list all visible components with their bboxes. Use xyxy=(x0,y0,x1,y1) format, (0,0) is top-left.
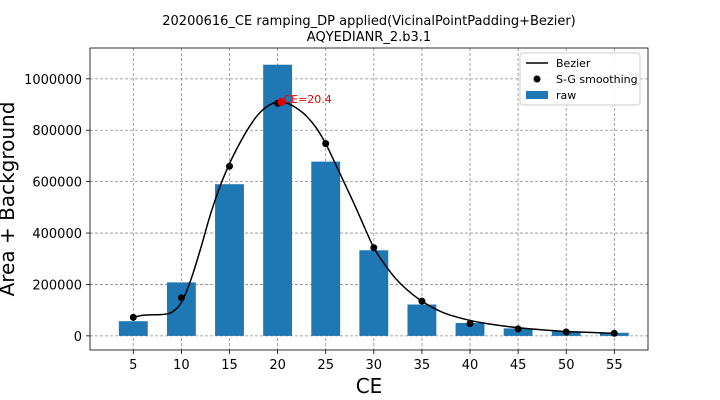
x-tick-label: 5 xyxy=(129,358,137,373)
x-tick-label: 55 xyxy=(606,358,623,373)
smoothing-point xyxy=(129,313,137,321)
smoothing-point xyxy=(418,297,426,305)
legend-point-swatch xyxy=(533,75,541,83)
x-tick-label: 15 xyxy=(221,358,238,373)
legend-entry-line: Bezier xyxy=(526,57,591,70)
legend-bar-swatch xyxy=(526,91,548,99)
bar xyxy=(118,321,148,336)
bar xyxy=(263,64,293,336)
smoothing-point xyxy=(610,329,618,337)
bezier-line xyxy=(133,101,615,335)
x-tick-label: 10 xyxy=(173,358,190,373)
bar xyxy=(215,184,244,336)
peak-annotation: CE=20.4 xyxy=(277,93,332,106)
x-tick-label: 45 xyxy=(510,358,527,373)
bar xyxy=(166,282,196,336)
y-tick-label: 200000 xyxy=(32,278,82,293)
y-tick-label: 800000 xyxy=(32,124,82,139)
legend-label: S-G smoothing xyxy=(556,73,638,86)
chart-title-line-2: AQYEDIANR_2.b3.1 xyxy=(307,30,431,45)
x-axis-label: CE xyxy=(356,374,383,398)
legend-label: Bezier xyxy=(556,57,591,70)
bar xyxy=(407,304,437,336)
x-tick-label: 25 xyxy=(317,358,334,373)
smoothing-point xyxy=(514,325,522,333)
bar xyxy=(311,161,341,336)
smoothing-point xyxy=(562,328,570,336)
peak-label: CE=20.4 xyxy=(283,93,331,106)
legend-entry-scatter: S-G smoothing xyxy=(533,73,638,86)
smoothing-point xyxy=(370,244,378,252)
y-axis-label: Area + Background xyxy=(0,102,19,297)
peak-marker xyxy=(277,97,286,106)
x-axis: 5 10 15 20 25 30 35 40 45 50 55 xyxy=(129,350,623,373)
x-tick-label: 50 xyxy=(558,358,575,373)
bar-series xyxy=(118,64,629,336)
y-tick-label: 0 xyxy=(74,330,82,345)
legend-label: raw xyxy=(556,89,576,102)
y-tick-label: 600000 xyxy=(32,176,82,191)
x-tick-label: 40 xyxy=(462,358,479,373)
bezier-series xyxy=(133,101,615,335)
smoothing-point xyxy=(466,320,474,328)
legend-entry-bar: raw xyxy=(526,89,576,102)
bar xyxy=(359,250,389,336)
y-axis: 0 200000 400000 600000 800000 1000000 xyxy=(24,73,90,345)
legend: Bezier S-G smoothing raw xyxy=(519,52,641,106)
plot-frame xyxy=(89,47,649,351)
x-tick-label: 30 xyxy=(366,358,383,373)
smoothing-point xyxy=(226,162,233,170)
x-tick-label: 35 xyxy=(414,358,431,373)
legend-box xyxy=(519,52,641,106)
y-tick-label: 1000000 xyxy=(24,73,82,88)
x-tick-label: 20 xyxy=(269,358,286,373)
bar xyxy=(455,323,485,336)
smoothing-point xyxy=(322,140,330,148)
smoothing-point xyxy=(177,294,185,302)
chart-title-line-1: 20200616_CE ramping_DP applied(VicinalPo… xyxy=(162,14,575,29)
y-tick-label: 400000 xyxy=(32,227,82,242)
